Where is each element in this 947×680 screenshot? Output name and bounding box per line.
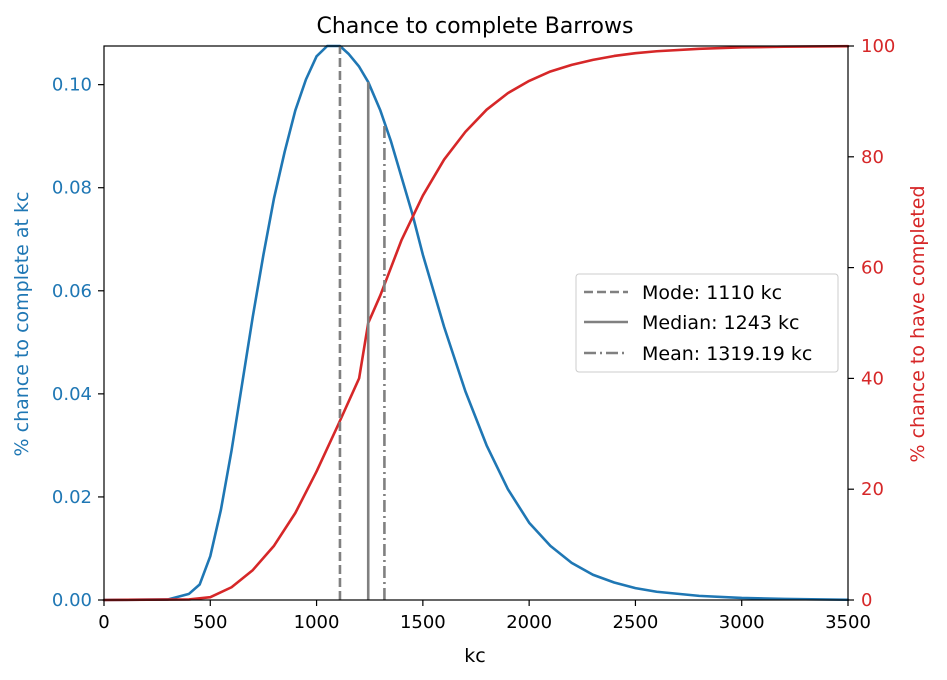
pdf-series-line [102,44,850,602]
y-axis-right-label: % chance to have completed [907,185,929,462]
y-left-tick-label: 0.10 [52,75,92,96]
y-left-tick-label: 0.02 [52,487,92,508]
y-axis-left-label: % chance to complete at kc [11,192,33,457]
x-tick-label: 3000 [719,612,765,633]
x-tick-label: 0 [98,612,109,633]
legend-median-label: Median: 1243 kc [642,312,799,334]
plot-frame [103,45,849,601]
cdf-series [102,44,850,602]
y-axis-left: 0.00 0.02 0.04 0.06 0.08 0.10 [52,75,104,611]
x-axis: 0 500 1000 1500 2000 2500 3000 3500 [98,600,871,633]
y-right-tick-label: 80 [861,147,884,168]
x-tick-label: 1500 [400,612,446,633]
y-right-tick-label: 20 [861,479,884,500]
x-tick-label: 2000 [506,612,552,633]
x-axis-label: kc [464,645,485,667]
y-right-tick-label: 40 [861,368,884,389]
y-right-tick-label: 60 [861,258,884,279]
y-axis-right: 0 20 40 60 80 100 [848,36,895,611]
legend-mean-label: Mean: 1319.19 kc [642,343,812,365]
x-tick-label: 1000 [294,612,340,633]
x-tick-label: 2500 [613,612,659,633]
legend-mode-label: Mode: 1110 kc [642,282,782,304]
chart-title: Chance to complete Barrows [317,14,634,39]
y-left-tick-label: 0.06 [52,281,92,302]
legend-box [575,273,839,373]
x-tick-label: 3500 [825,612,871,633]
y-left-tick-label: 0.08 [52,178,92,199]
y-left-tick-label: 0.04 [52,384,92,405]
y-right-tick-label: 100 [861,36,895,57]
legend: Mode: 1110 kc Median: 1243 kc Mean: 1319… [575,273,839,373]
x-tick-label: 500 [193,612,227,633]
marker-lines [338,46,386,600]
cdf-series-line [102,44,850,602]
y-right-tick-label: 0 [861,590,872,611]
y-left-tick-label: 0.00 [52,590,92,611]
pdf-series [102,44,850,602]
